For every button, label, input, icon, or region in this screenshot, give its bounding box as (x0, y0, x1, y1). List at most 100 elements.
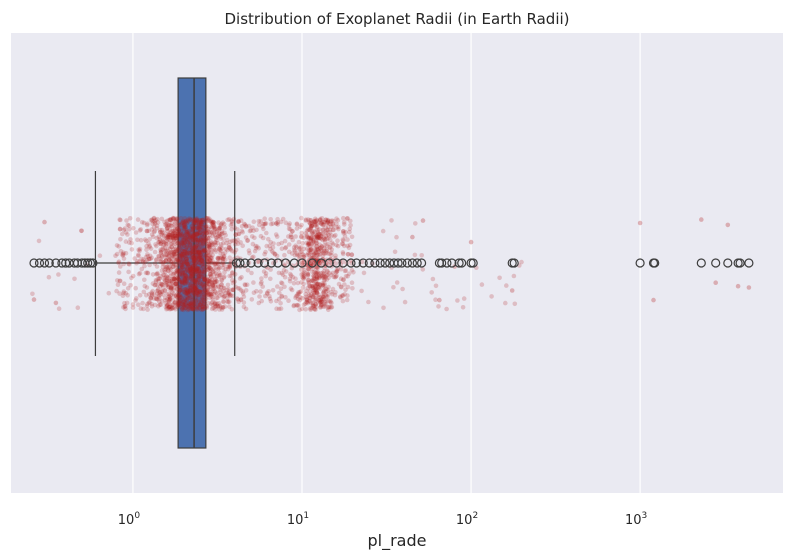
strip-point (188, 288, 193, 293)
strip-point (307, 217, 313, 223)
strip-point (188, 276, 194, 282)
strip-point (212, 226, 217, 231)
strip-point (144, 285, 150, 290)
strip-point (220, 256, 225, 261)
strip-point (188, 282, 193, 288)
strip-point (307, 236, 313, 241)
strip-point (179, 229, 184, 234)
strip-point (175, 231, 181, 236)
strip-point (320, 283, 326, 289)
strip-point (340, 237, 346, 242)
strip-point (329, 218, 335, 223)
strip-point (221, 285, 227, 291)
strip-point (170, 305, 175, 310)
strip-point (170, 216, 176, 222)
strip-point (220, 305, 226, 310)
strip-point (158, 248, 164, 253)
strip-point (205, 255, 210, 261)
strip-point (290, 237, 296, 243)
strip-point (182, 269, 187, 275)
strip-point (221, 221, 227, 227)
strip-point (118, 237, 123, 242)
strip-point (311, 252, 317, 257)
strip-point (116, 260, 121, 266)
strip-point (342, 268, 348, 274)
strip-point (310, 302, 316, 308)
strip-point (238, 297, 244, 303)
strip-point (193, 234, 199, 240)
strip-point (290, 229, 295, 234)
strip-point (192, 283, 198, 289)
strip-point (329, 291, 335, 297)
strip-point (195, 237, 200, 243)
strip-point (334, 242, 339, 248)
strip-point (207, 279, 213, 284)
strip-point (192, 277, 197, 283)
strip-point (332, 234, 337, 239)
strip-point (261, 269, 267, 274)
strip-point (314, 250, 319, 255)
strip-point (283, 269, 289, 274)
strip-point (193, 277, 199, 282)
strip-point (206, 267, 211, 272)
strip-point (162, 288, 168, 293)
strip-point (226, 245, 232, 250)
strip-point (318, 304, 324, 310)
strip-point (203, 218, 209, 224)
strip-point (180, 253, 185, 259)
strip-point (181, 305, 186, 310)
strip-point (325, 219, 331, 224)
strip-point (184, 236, 189, 241)
strip-point (183, 225, 188, 230)
strip-point (320, 296, 325, 302)
strip-point (344, 216, 350, 221)
strip-point (329, 304, 335, 310)
strip-point (191, 273, 197, 278)
strip-point (171, 271, 177, 277)
strip-point (198, 274, 204, 279)
strip-point (320, 282, 326, 288)
strip-point (179, 280, 185, 286)
strip-point (725, 222, 731, 228)
strip-point (163, 252, 169, 258)
strip-point (203, 253, 209, 258)
strip-point (149, 293, 155, 298)
strip-point (165, 275, 171, 280)
strip-point (206, 235, 212, 241)
strip-point (213, 249, 219, 254)
strip-point (311, 278, 316, 284)
strip-point (195, 253, 201, 258)
strip-point (230, 280, 236, 286)
strip-point (312, 269, 317, 275)
strip-point (118, 217, 123, 223)
strip-point (163, 266, 168, 272)
strip-point (178, 274, 183, 280)
strip-point (290, 274, 296, 280)
strip-point (322, 302, 327, 307)
strip-point (164, 218, 170, 224)
strip-point (236, 219, 241, 224)
strip-point (317, 217, 323, 223)
strip-point (205, 238, 210, 244)
strip-point (173, 235, 179, 241)
strip-point (189, 224, 194, 229)
strip-point (160, 272, 166, 278)
strip-point (217, 293, 222, 298)
strip-point (179, 264, 184, 269)
strip-point (307, 241, 312, 246)
strip-point (165, 306, 170, 311)
strip-point (198, 252, 203, 257)
strip-point (194, 279, 199, 284)
strip-point (215, 283, 221, 289)
strip-point (212, 232, 218, 238)
strip-point (187, 216, 192, 221)
strip-point (206, 281, 212, 287)
strip-point (340, 277, 346, 282)
strip-point (322, 246, 327, 251)
strip-point (192, 255, 197, 260)
strip-point (208, 278, 213, 284)
strip-point (186, 218, 191, 224)
strip-point (194, 232, 200, 238)
strip-point (218, 222, 224, 228)
strip-point (220, 262, 225, 268)
